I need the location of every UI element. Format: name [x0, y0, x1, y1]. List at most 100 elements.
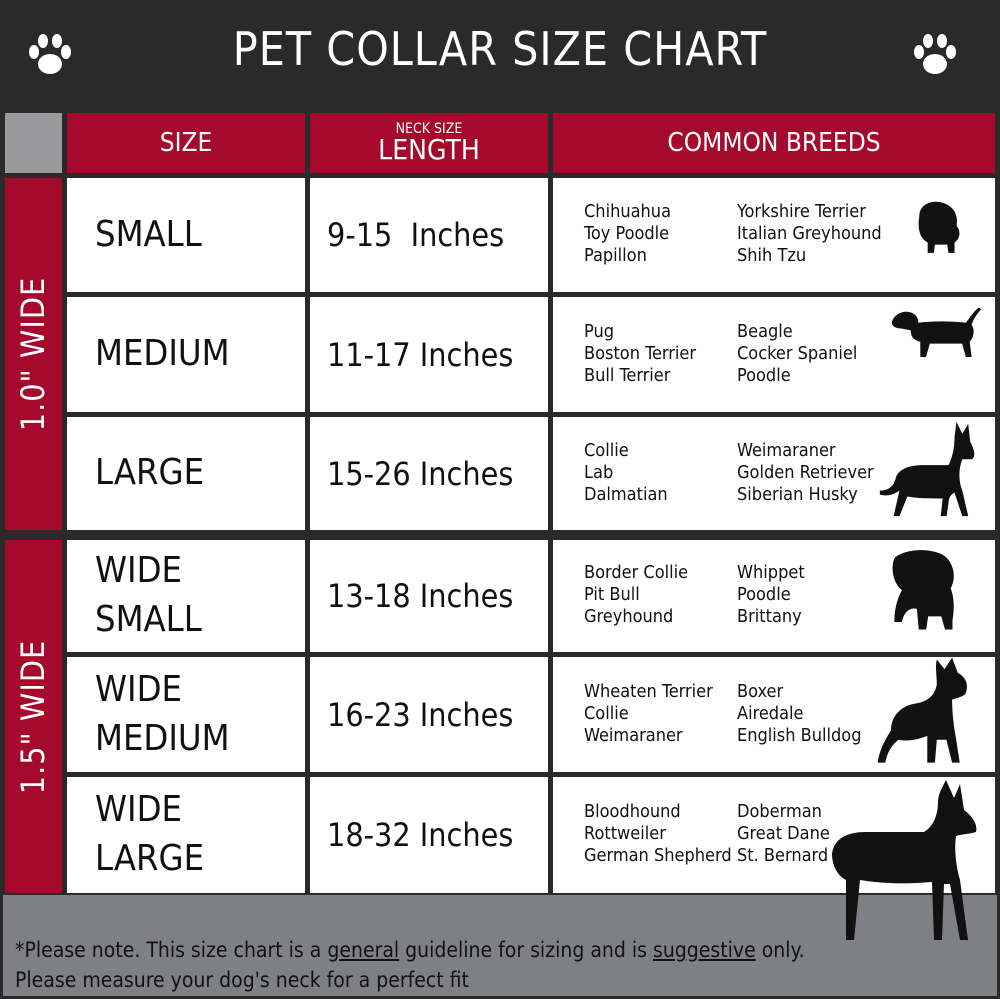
breed-name: Weimaraner	[737, 439, 836, 461]
size-label: MEDIUM	[95, 333, 230, 375]
page-title: PET COLLAR SIZE CHART	[232, 22, 768, 76]
pitbull-icon	[870, 652, 975, 778]
breed-list: Boxer Airedale English Bulldog	[737, 681, 861, 747]
header-neck-size-label: NECK SIZE	[395, 121, 463, 137]
paw-icon	[29, 34, 71, 74]
breed-name: English Bulldog	[737, 724, 862, 746]
length-cell: 18-32 Inches	[310, 777, 548, 893]
size-label: LARGE	[95, 452, 205, 494]
size-label: WIDE MEDIUM	[95, 668, 230, 759]
band-1-inch: 1.0" WIDE	[5, 178, 62, 530]
shepherd-dog-icon	[872, 418, 980, 530]
breed-name: Golden Retriever	[737, 461, 874, 483]
size-label: SMALL	[95, 213, 202, 255]
breed-list: Yorkshire Terrier Italian Greyhound Shih T…	[737, 201, 882, 267]
size-cell: WIDE LARGE	[67, 777, 305, 893]
breed-name: Border Collie	[584, 562, 689, 583]
length-label: 15-26 Inches	[327, 454, 514, 493]
band-1-5-inch: 1.5" WIDE	[5, 540, 62, 893]
breed-name: Papillon	[584, 245, 647, 266]
length-cell: 11-17 Inches	[310, 297, 548, 412]
breed-name: Boxer	[737, 680, 784, 702]
size-cell: WIDE MEDIUM	[67, 657, 305, 772]
breed-name: Chihuahua	[584, 201, 671, 222]
length-label: 18-32 Inches	[327, 816, 514, 854]
breed-name: Lab	[584, 461, 614, 483]
breed-name: Siberian Husky	[737, 483, 858, 505]
size-cell: WIDE SMALL	[67, 540, 305, 652]
breed-name: Bull Terrier	[584, 364, 671, 386]
breed-name: Dalmatian	[584, 483, 668, 505]
breed-name: Rottweiler	[584, 823, 666, 844]
breed-list: Beagle Cocker Spaniel Poodle	[737, 321, 857, 387]
size-label: WIDE LARGE	[95, 789, 205, 879]
header-length-label: LENGTH	[378, 133, 480, 166]
breed-name: Greyhound	[584, 606, 674, 627]
length-label: 11-17 Inches	[327, 335, 514, 374]
breed-name: Beagle	[737, 320, 793, 342]
footer-text: only.	[755, 938, 805, 962]
breed-name: Poodle	[737, 364, 791, 386]
size-cell: MEDIUM	[67, 297, 305, 412]
breed-name: Wheaten Terrier	[584, 680, 713, 702]
bulldog-icon	[885, 548, 960, 638]
breed-name: Poodle	[737, 584, 791, 605]
breed-list: Doberman Great Dane St. Bernard	[737, 801, 830, 867]
breed-name: Collie	[584, 702, 629, 724]
breed-name: Toy Poodle	[584, 223, 670, 244]
breed-list: Border Collie Pit Bull Greyhound	[584, 562, 688, 628]
breed-name: Brittany	[737, 606, 802, 627]
breed-name: Doberman	[737, 801, 822, 822]
breed-name: Cocker Spaniel	[737, 342, 858, 364]
breed-name: Airedale	[737, 702, 804, 724]
size-cell: LARGE	[67, 417, 305, 530]
length-label: 13-18 Inches	[327, 577, 514, 615]
breed-name: Bloodhound	[584, 801, 681, 822]
header-breeds-label: COMMON BREEDS	[667, 128, 881, 158]
breed-name: Weimaraner	[584, 724, 683, 746]
breed-name: Boston Terrier	[584, 342, 697, 364]
breed-name: Shih Tzu	[737, 245, 807, 266]
footer-text: *Please note. This size chart is a	[15, 938, 328, 962]
breed-list: Weimaraner Golden Retriever Siberian Husky	[737, 440, 874, 506]
footer-line-1: *Please note. This size chart is a gener…	[15, 935, 997, 965]
breed-name: Pit Bull	[584, 584, 640, 605]
breeds-cell: Pug Boston Terrier Bull Terrier Beagle Cock…	[553, 297, 995, 412]
length-cell: 9-15 Inches	[310, 178, 548, 292]
breed-list: Chihuahua Toy Poodle Papillon	[584, 201, 671, 267]
length-label: 16-23 Inches	[327, 695, 514, 734]
size-cell: SMALL	[67, 178, 305, 292]
paw-icon	[914, 34, 956, 74]
breed-name: Italian Greyhound	[737, 223, 882, 244]
length-cell: 16-23 Inches	[310, 657, 548, 772]
breed-list: Whippet Poodle Brittany	[737, 562, 805, 628]
length-cell: 13-18 Inches	[310, 540, 548, 652]
footer-underline: suggestive	[652, 938, 756, 962]
size-label: WIDE SMALL	[95, 550, 202, 640]
doberman-icon	[826, 778, 996, 952]
corner-cell	[5, 113, 62, 173]
band-label: 1.5" WIDE	[14, 639, 53, 794]
header-breeds: COMMON BREEDS	[553, 113, 995, 173]
dachshund-icon	[888, 302, 983, 376]
length-cell: 15-26 Inches	[310, 417, 548, 530]
footer-underline: general	[327, 938, 400, 962]
breed-name: Collie	[584, 439, 629, 461]
breed-name: Yorkshire Terrier	[737, 201, 866, 222]
small-fluffy-dog-icon	[907, 195, 969, 261]
breed-name: German Shepherd	[584, 845, 732, 866]
footer-note: *Please note. This size chart is a gener…	[3, 895, 997, 996]
length-label: 9-15 Inches	[327, 216, 505, 254]
header-size: SIZE	[67, 113, 305, 173]
breed-list: Collie Lab Dalmatian	[584, 440, 668, 506]
header-length: NECK SIZE LENGTH	[310, 113, 548, 173]
breed-list: Bloodhound Rottweiler German Shepherd	[584, 801, 732, 867]
footer-text: guideline for sizing and is	[399, 938, 653, 962]
breed-name: St. Bernard	[737, 845, 829, 866]
breed-list: Wheaten Terrier Collie Weimaraner	[584, 681, 713, 747]
breed-name: Pug	[584, 320, 614, 342]
header-size-label: SIZE	[159, 128, 213, 158]
breed-name: Great Dane	[737, 823, 830, 844]
breed-list: Pug Boston Terrier Bull Terrier	[584, 321, 696, 387]
footer-line-2: Please measure your dog's neck for a per…	[15, 968, 469, 992]
